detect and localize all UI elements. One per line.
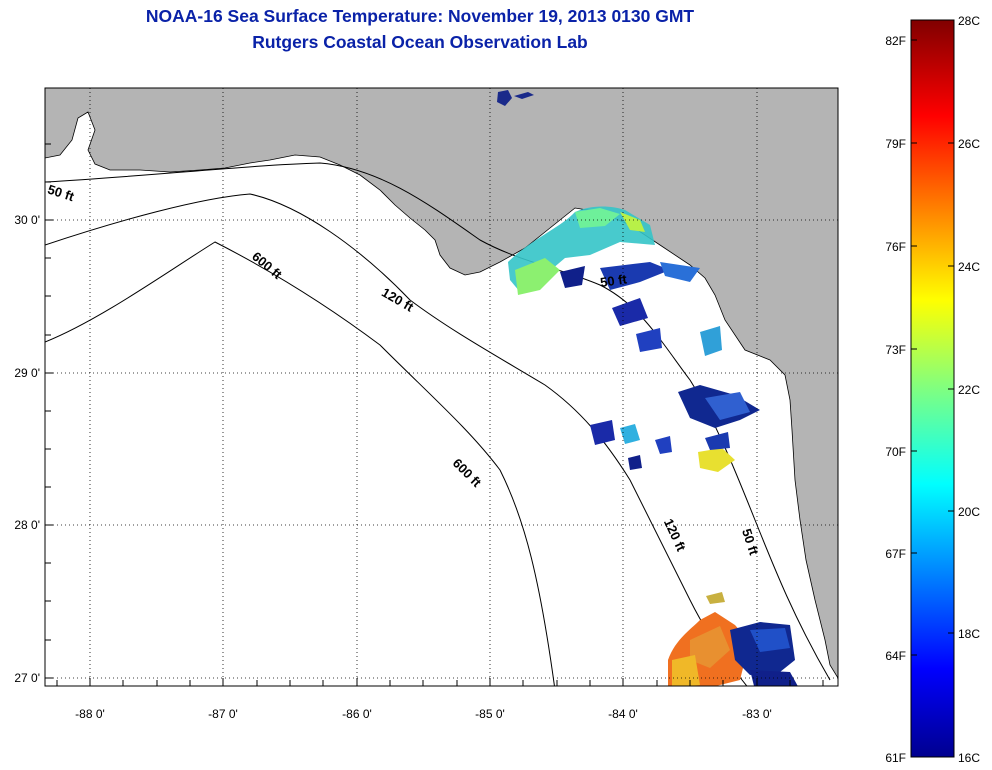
contour-600ft (45, 241, 555, 686)
colorbar-label-fahrenheit: 70F (885, 445, 906, 459)
lat-tick-label: 30 0' (14, 213, 40, 227)
lat-tick-label: 29 0' (14, 366, 40, 380)
contour-50ft (45, 162, 831, 681)
colorbar-label-celsius: 24C (958, 260, 980, 274)
colorbar-label-celsius: 16C (958, 751, 980, 765)
lon-tick-label: -84 0' (608, 707, 638, 721)
colorbar-label-celsius: 22C (958, 383, 980, 397)
lon-tick-label: -87 0' (208, 707, 238, 721)
lon-tick-label: -88 0' (75, 707, 105, 721)
colorbar-label-celsius: 20C (958, 505, 980, 519)
colorbar-label-fahrenheit: 79F (885, 137, 906, 151)
colorbar-label-fahrenheit: 64F (885, 649, 906, 663)
colorbar-label-celsius: 28C (958, 14, 980, 28)
map-frame (44, 87, 839, 687)
map-subtitle: Rutgers Coastal Ocean Observation Lab (252, 32, 588, 52)
lat-tick-label: 28 0' (14, 518, 40, 532)
map-title: NOAA-16 Sea Surface Temperature: Novembe… (145, 6, 695, 26)
colorbar-label-celsius: 18C (958, 627, 980, 641)
colorbar-label-fahrenheit: 82F (885, 34, 906, 48)
colorbar (910, 19, 955, 758)
lon-tick-label: -86 0' (342, 707, 372, 721)
lon-tick-label: -85 0' (475, 707, 505, 721)
colorbar-label-fahrenheit: 61F (885, 751, 906, 765)
colorbar-label-fahrenheit: 76F (885, 240, 906, 254)
axis-ticks (45, 143, 824, 686)
contour-120ft (45, 193, 748, 686)
contour-label-50ft: 50 ft (599, 271, 628, 290)
lat-tick-label: 27 0' (14, 671, 40, 685)
lon-tick-label: -83 0' (742, 707, 772, 721)
graticule (45, 88, 838, 686)
land-mass (45, 88, 838, 679)
colorbar-label-celsius: 26C (958, 137, 980, 151)
colorbar-label-fahrenheit: 67F (885, 547, 906, 561)
colorbar-label-fahrenheit: 73F (885, 343, 906, 357)
small-island (497, 90, 512, 106)
colorbar-ticks (911, 39, 954, 656)
